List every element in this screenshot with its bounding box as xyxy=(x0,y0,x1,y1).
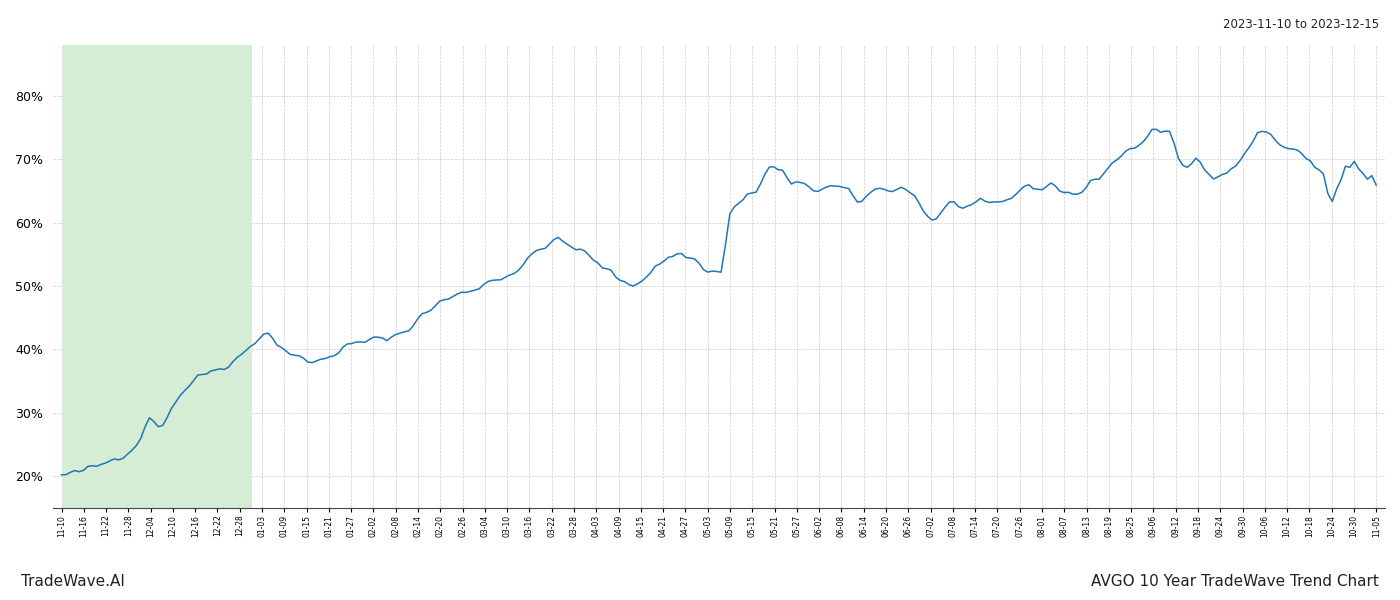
Text: 2023-11-10 to 2023-12-15: 2023-11-10 to 2023-12-15 xyxy=(1222,18,1379,31)
Text: AVGO 10 Year TradeWave Trend Chart: AVGO 10 Year TradeWave Trend Chart xyxy=(1091,574,1379,589)
Bar xyxy=(62,45,252,508)
Text: TradeWave.AI: TradeWave.AI xyxy=(21,574,125,589)
